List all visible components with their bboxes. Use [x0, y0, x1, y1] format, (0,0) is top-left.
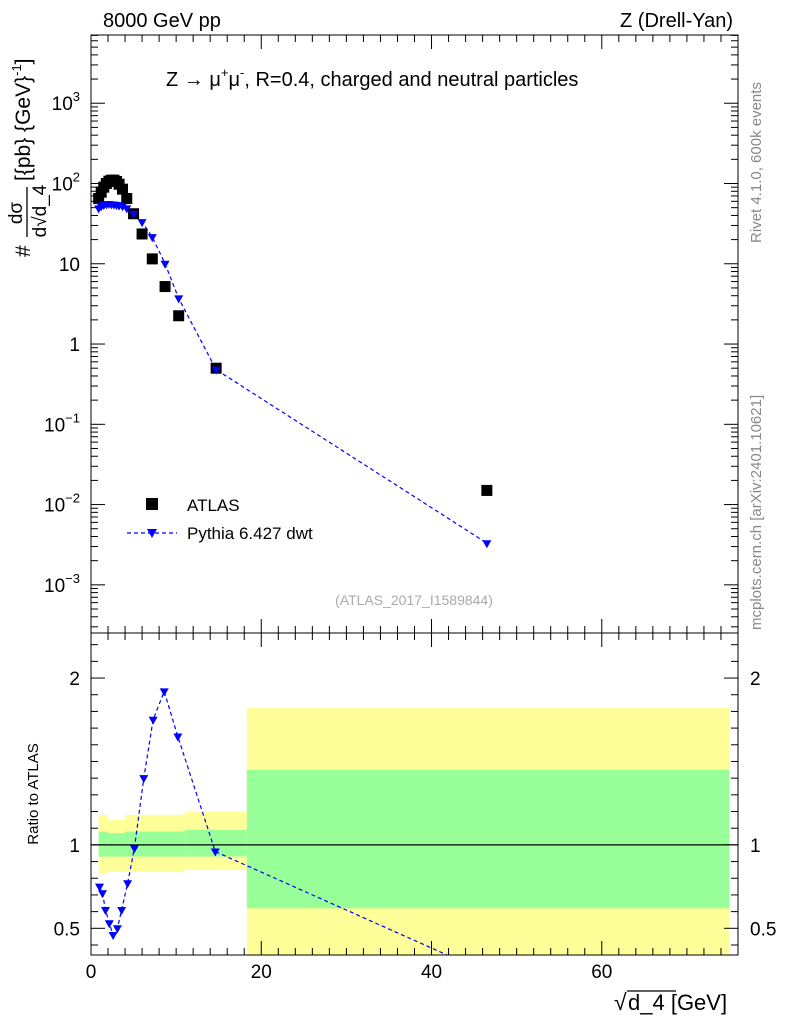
ratio-pythia-point	[123, 880, 133, 889]
legend-marker-atlas	[146, 498, 158, 510]
legend-label-pythia: Pythia 6.427 dwt	[187, 524, 313, 543]
header-left: 8000 GeV pp	[103, 10, 221, 32]
ratio-pythia-point	[100, 906, 110, 915]
ratio-pythia-point	[210, 848, 220, 857]
ratio-pythia-line	[98, 689, 449, 955]
main-frame	[90, 34, 739, 634]
pythia-point	[117, 203, 127, 212]
ratio-pythia-point	[117, 906, 127, 915]
legend: ATLAS Pythia 6.427 dwt	[127, 496, 313, 543]
legend-marker-pythia	[147, 529, 157, 538]
ratio-plot-area	[91, 688, 738, 955]
ratio-y-axis-label: Ratio to ATLAS	[25, 743, 42, 844]
legend-label-atlas: ATLAS	[187, 496, 240, 515]
atlas-point	[481, 484, 493, 496]
ratio-inner-band	[125, 831, 185, 857]
main-y-axis-label: # dσ d√d_4 [{pb} {GeV}-1]	[6, 58, 51, 257]
atlas-point	[136, 228, 148, 240]
main-y-tick-labels: 10−3 10−2 10−1 1 10 102 103	[44, 89, 80, 597]
pythia-point	[137, 219, 147, 228]
main-panel: 10−3 10−2 10−1 1 10 102 103 Z → μ+μ-, R=0.4, c…	[6, 34, 739, 634]
ratio-y-tick-label-left: 0.5	[54, 919, 80, 940]
svg-text:#: #	[12, 245, 35, 257]
main-axis-ticks	[90, 34, 739, 633]
atlas-point	[116, 183, 128, 195]
pythia-point	[160, 260, 170, 269]
ratio-y-tick-label-right: 2	[750, 669, 761, 690]
ratio-frame	[90, 632, 739, 956]
main-y-tick-label: 102	[52, 169, 80, 195]
ratio-x-tick-label: 40	[421, 962, 442, 983]
ratio-x-tick-label: 0	[86, 962, 97, 983]
pythia-point	[211, 366, 221, 375]
svg-text:dσ: dσ	[6, 202, 27, 225]
main-y-tick-label: 10−1	[44, 410, 80, 436]
ratio-x-tick-label: 60	[591, 962, 612, 983]
analysis-watermark: (ATLAS_2017_I1589844)	[335, 592, 493, 608]
atlas-point	[121, 193, 133, 205]
x-axis-label: √ d_4 [GeV]	[614, 989, 727, 1015]
pythia-point	[147, 234, 157, 243]
ratio-inner-band	[246, 769, 730, 909]
ratio-pythia-point	[104, 920, 114, 929]
pythia-point	[482, 540, 492, 549]
main-title: Z → μ+μ-, R=0.4, charged and neutral par…	[166, 65, 578, 91]
pythia-point	[174, 295, 184, 304]
svg-text:[{pb} {GeV}-1]: [{pb} {GeV}-1]	[9, 58, 35, 181]
mcplots-label: mcplots.cern.ch [arXiv:2401.10621]	[748, 395, 765, 630]
ratio-pythia-point	[95, 883, 105, 892]
main-y-tick-label: 10−2	[44, 491, 80, 517]
ratio-y-tick-label-left: 2	[69, 669, 80, 690]
main-y-tick-label: 103	[52, 89, 80, 115]
ratio-pythia-point	[173, 733, 183, 742]
main-y-tick-label: 10−3	[44, 571, 80, 597]
main-y-tick-label: 10	[59, 255, 80, 276]
rivet-label: Rivet 4.1.0, 600k events	[748, 82, 765, 243]
atlas-point	[93, 193, 105, 205]
main-plot-area	[93, 174, 493, 549]
ratio-pythia-point	[108, 931, 118, 940]
ratio-pythia-point	[97, 890, 107, 899]
ratio-pythia-point	[159, 688, 169, 697]
atlas-point	[159, 281, 171, 293]
ratio-panel: 0.5 0.51 12 20 20 40 60 Ratio to ATLAS √ d_4 […	[25, 632, 777, 1015]
ratio-y-tick-label-right: 1	[750, 836, 761, 857]
ratio-pythia-point	[148, 716, 158, 725]
ratio-inner-band	[98, 831, 109, 857]
ratio-y-tick-label-left: 1	[69, 836, 80, 857]
svg-text:d√d_4: d√d_4	[30, 184, 51, 237]
ratio-pythia-point	[112, 925, 122, 934]
ratio-tick-labels: 0.5 0.51 12 20 20 40 60	[54, 669, 777, 983]
pythia-point	[122, 205, 132, 214]
svg-text:d_4 [GeV]: d_4 [GeV]	[628, 990, 727, 1015]
main-y-tick-label: 1	[69, 335, 80, 356]
ratio-x-tick-label: 20	[251, 962, 272, 983]
header-right: Z (Drell-Yan)	[620, 10, 733, 32]
ratio-y-tick-label-right: 0.5	[750, 919, 776, 940]
ratio-pythia-point	[139, 775, 149, 784]
atlas-point	[173, 310, 185, 322]
atlas-point	[146, 253, 158, 265]
ratio-pythia-point	[129, 845, 139, 854]
pythia-point	[129, 210, 139, 219]
svg-text:√: √	[614, 989, 627, 1015]
